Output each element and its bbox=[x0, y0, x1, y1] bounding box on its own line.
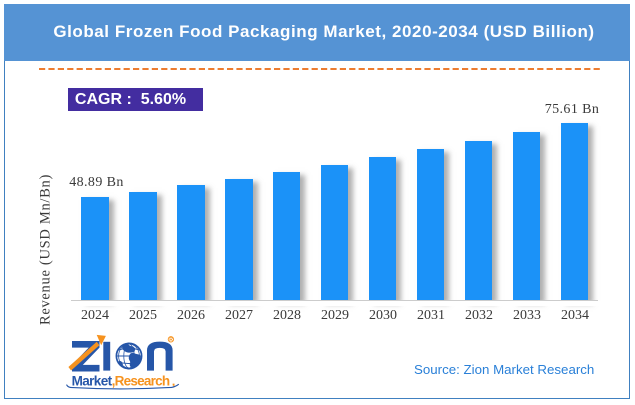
svg-text:Market: Market bbox=[72, 374, 113, 389]
svg-text:R: R bbox=[169, 337, 173, 343]
svg-text:,: , bbox=[172, 374, 176, 389]
svg-text:,Research: ,Research bbox=[112, 374, 170, 389]
